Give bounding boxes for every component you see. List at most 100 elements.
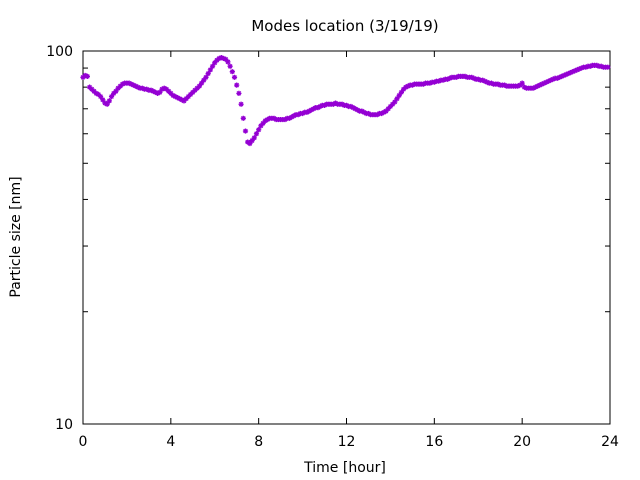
data-point [128,81,134,87]
data-point [350,105,356,111]
data-point [113,88,119,94]
data-point [148,87,154,93]
data-point [574,67,580,73]
data-point [403,84,409,90]
data-point [565,70,571,77]
data-point [286,115,293,121]
data-point [91,88,97,94]
data-point [161,85,167,91]
data-point [106,98,112,104]
data-point [251,135,257,141]
data-point [359,108,365,114]
data-point [159,86,165,92]
data-point [475,76,481,82]
data-point [133,83,139,89]
data-point [80,74,86,80]
data-point [155,90,161,96]
data-point [214,57,220,63]
data-point [385,106,391,112]
data-point [578,65,585,71]
data-point [240,115,246,121]
data-point [550,76,556,82]
x-ticks: 0 4 8 12 16 20 24 [79,51,619,450]
data-point [262,118,268,124]
data-point [556,74,563,80]
data-point [480,77,486,83]
data-point [115,85,121,91]
data-point [295,112,301,118]
data-point [100,97,106,103]
data-point [102,100,108,106]
data-point [561,72,567,79]
data-point [258,123,264,129]
data-point [462,73,468,79]
data-point [203,74,209,80]
data-point [348,103,354,110]
data-point [207,67,213,73]
data-point [495,81,501,87]
data-point [220,55,227,62]
data-point [405,83,411,89]
data-point [392,99,398,105]
data-point [172,93,178,100]
data-point [502,82,508,88]
x-tick-label: 16 [425,434,443,450]
data-point [567,70,574,76]
data-point [144,86,150,92]
data-point [291,113,297,119]
data-point [308,107,314,113]
data-point [352,106,358,112]
data-point [317,103,323,110]
data-point [374,112,380,118]
data-point [431,79,437,85]
y-axis-label: Particle size [nm] [8,176,24,297]
data-point [229,69,235,75]
data-point [174,95,181,101]
data-point [583,64,589,70]
y-ticks: 10 100 [46,44,610,433]
data-point [223,56,229,62]
data-point [289,114,295,120]
data-point [242,128,249,134]
data-point [198,80,205,86]
data-point [183,96,189,102]
data-point [238,101,244,107]
data-point [234,82,240,88]
data-point [126,80,132,86]
data-point [89,86,95,92]
data-point [108,93,115,100]
data-point [576,66,582,72]
data-point [515,83,521,89]
data-point [256,127,262,133]
x-tick-label: 0 [79,434,88,450]
data-point [521,84,527,90]
data-point [409,82,415,88]
data-point [559,73,565,79]
data-point [354,107,361,113]
data-point [201,77,207,83]
data-point [205,70,211,77]
data-point [104,101,110,107]
data-point [253,131,260,137]
data-point [594,62,600,68]
data-point [365,110,372,117]
data-point [541,80,547,86]
data-point [194,85,200,91]
data-point [398,89,404,95]
data-point [231,74,238,80]
data-point [330,101,336,107]
data-point [332,100,339,106]
data-point [135,84,141,90]
data-point [157,89,163,95]
data-point [247,140,253,147]
data-point [379,110,385,117]
data-point [170,92,176,99]
data-point [310,106,317,112]
x-tick-label: 8 [254,434,263,450]
data-point [187,91,194,97]
data-point [572,68,578,74]
x-axis-label: Time [hour] [303,460,386,476]
data-point [152,89,159,95]
data-point [282,116,288,123]
